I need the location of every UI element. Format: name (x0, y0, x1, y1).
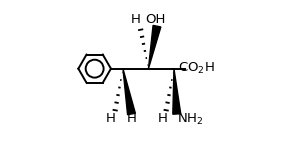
Text: H: H (106, 112, 116, 125)
Polygon shape (123, 69, 135, 115)
Text: OH: OH (145, 13, 166, 26)
Text: NH$_2$: NH$_2$ (177, 112, 203, 127)
Text: H: H (131, 13, 141, 26)
Text: H: H (127, 112, 136, 125)
Polygon shape (173, 69, 181, 114)
Text: CO$_2$H: CO$_2$H (178, 61, 215, 76)
Polygon shape (148, 25, 161, 69)
Text: H: H (158, 112, 168, 125)
